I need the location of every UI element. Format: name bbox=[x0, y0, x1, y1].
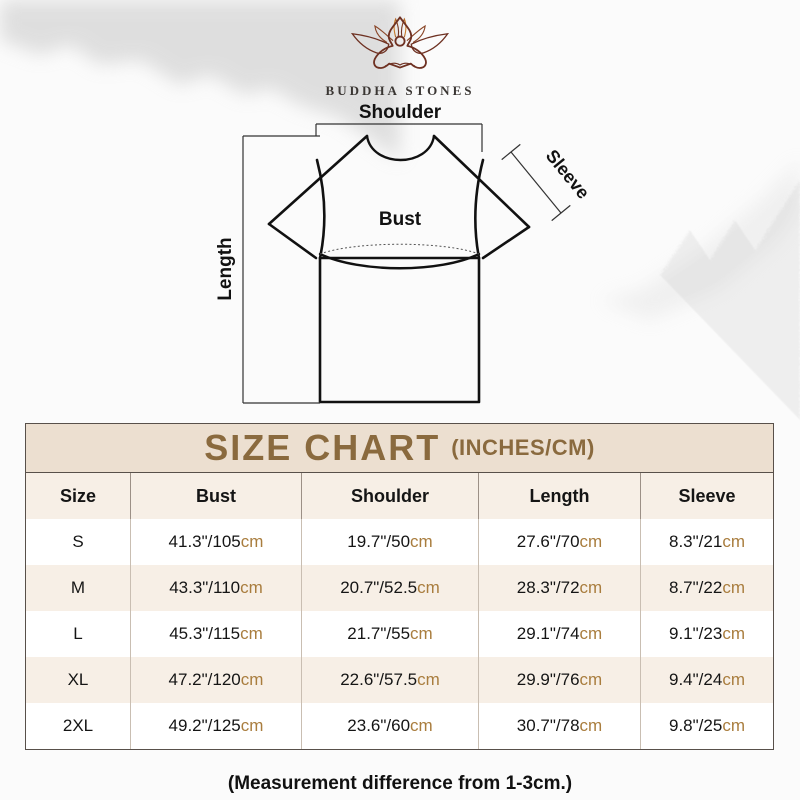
svg-text:Sleeve: Sleeve bbox=[542, 146, 594, 203]
svg-text:Bust: Bust bbox=[379, 209, 422, 230]
svg-text:Length: Length bbox=[215, 237, 236, 300]
svg-text:Shoulder: Shoulder bbox=[359, 102, 442, 123]
